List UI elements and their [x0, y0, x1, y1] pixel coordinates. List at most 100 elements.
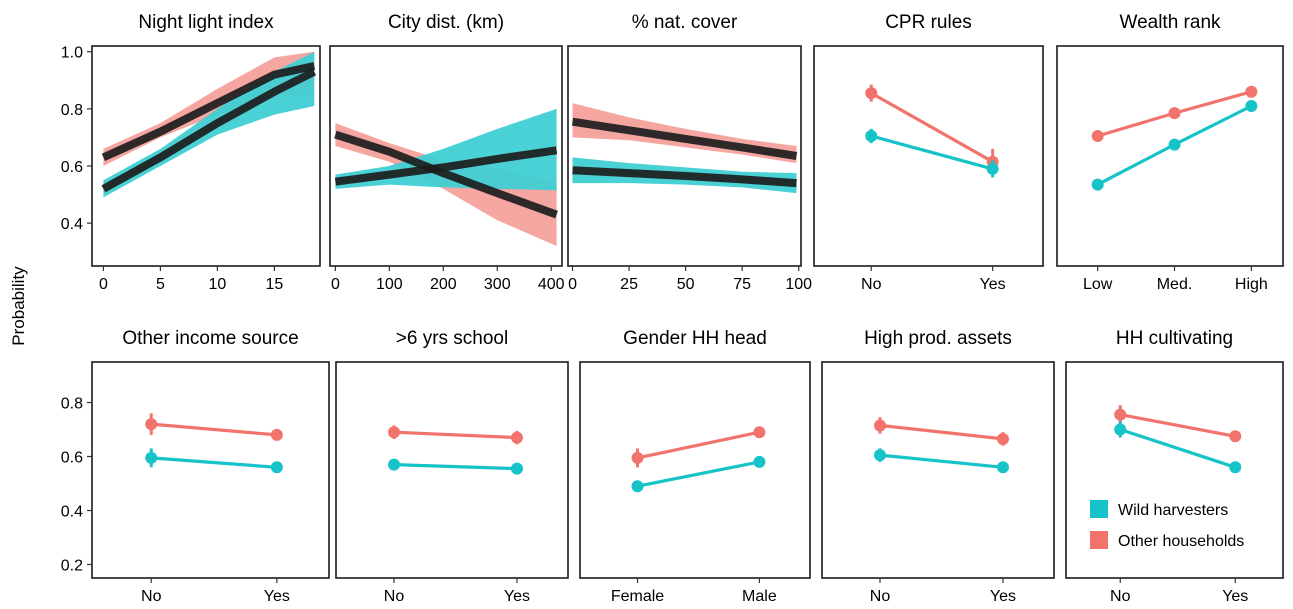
- fit-line-other-households: [101, 62, 316, 162]
- legend-label-other-households: Other households: [1118, 533, 1244, 550]
- plot-area-6-yrs-school: [388, 425, 523, 475]
- data-point-other-households: [270, 428, 283, 441]
- x-tick-label: No: [861, 276, 882, 293]
- series-line-other-households: [393, 430, 518, 440]
- x-tick-label: No: [870, 588, 891, 605]
- panel-gender-hh-head: Gender HH head Female Male: [579, 328, 811, 605]
- series-line-wild-harvesters: [879, 453, 1004, 469]
- x-tick-label: Yes: [504, 588, 530, 605]
- series-line-other-households: [637, 430, 760, 460]
- data-point-wild-harvesters: [874, 449, 886, 462]
- fit-line-other-households: [571, 117, 798, 160]
- series-line-wild-harvesters: [393, 463, 518, 471]
- panel-city-dist-km: City dist. (km) 0 100 200 300 400: [329, 12, 565, 293]
- panel-high-prod-assets: High prod. assets No Yes: [821, 328, 1055, 605]
- panel-6-yrs-school: >6 yrs school No Yes: [335, 328, 569, 605]
- x-tick-label: 0: [99, 276, 108, 293]
- x-tick-label: 10: [209, 276, 227, 293]
- x-tick-label: Yes: [980, 276, 1006, 293]
- panel-other-income-source: Other income source No Yes 0.2 0.4 0.6 0.8: [61, 328, 330, 605]
- data-point-other-households: [865, 87, 878, 100]
- x-tick-label: 200: [430, 276, 457, 293]
- legend-swatch-other-households: [1090, 531, 1108, 549]
- panel-title: Wealth rank: [1119, 12, 1221, 33]
- x-tick-label: Yes: [1222, 588, 1248, 605]
- data-point-wild-harvesters: [510, 462, 523, 475]
- plot-area-cpr-rules: [865, 84, 999, 178]
- x-tick-label: Yes: [264, 588, 290, 605]
- series-line-other-households: [151, 422, 278, 437]
- y-tick-label: 0.4: [61, 504, 83, 521]
- panel-title: Night light index: [138, 12, 274, 33]
- panel-frame: [813, 45, 1044, 267]
- panels: Night light index 0 5 10 15 0.4 0.6 0.8 1.0 City …: [61, 12, 1284, 605]
- y-tick-label: 0.6: [61, 159, 83, 176]
- x-tick-label: 50: [677, 276, 695, 293]
- series-line-wild-harvesters: [637, 460, 760, 488]
- x-tick-label: 25: [620, 276, 638, 293]
- panel-frame: [335, 361, 569, 579]
- data-point-other-households: [1229, 430, 1242, 443]
- x-tick-label: High: [1235, 276, 1268, 293]
- series-line-wild-harvesters: [151, 456, 278, 469]
- x-tick-label: 0: [568, 276, 577, 293]
- x-tick-label: Male: [742, 588, 777, 605]
- panel-frame: [1056, 45, 1284, 267]
- x-tick-label: 0: [331, 276, 340, 293]
- y-tick-label: 0.8: [61, 102, 83, 119]
- fit-line-wild-harvesters: [334, 146, 558, 186]
- plot-area-high-prod-assets: [874, 417, 1009, 474]
- panel-frame: [91, 361, 330, 579]
- x-tick-label: 15: [266, 276, 284, 293]
- panel-wealth-rank: Wealth rank Low Med. High: [1056, 12, 1284, 293]
- data-point-wild-harvesters: [631, 480, 644, 493]
- series-line-wild-harvesters: [870, 134, 994, 171]
- data-point-wild-harvesters: [270, 461, 283, 474]
- panel-cpr-rules: CPR rules No Yes: [813, 12, 1044, 293]
- y-tick-label: 0.8: [61, 396, 83, 413]
- y-tick-label: 0.4: [61, 216, 83, 233]
- series-line-wild-harvesters: [1119, 427, 1236, 469]
- panel-title: CPR rules: [885, 12, 972, 33]
- data-point-other-households: [1091, 130, 1104, 142]
- data-point-other-households: [510, 431, 523, 444]
- series-line-other-households: [870, 91, 994, 164]
- y-axis-label: Probability: [9, 266, 28, 346]
- panel-title: % nat. cover: [632, 12, 738, 33]
- panel-frame: [579, 361, 811, 579]
- data-point-other-households: [996, 432, 1009, 445]
- y-tick-label: 0.2: [61, 558, 83, 575]
- panel-title: High prod. assets: [864, 328, 1012, 349]
- x-tick-label: Yes: [990, 588, 1016, 605]
- x-tick-label: 100: [376, 276, 403, 293]
- x-tick-label: Med.: [1157, 276, 1193, 293]
- fit-line-wild-harvesters: [572, 166, 797, 188]
- fit-line-other-households: [334, 130, 558, 219]
- data-point-other-households: [388, 426, 400, 439]
- y-tick-label: 0.6: [61, 450, 83, 467]
- plot-area-gender-hh-head: [631, 426, 766, 493]
- panel-frame: [567, 45, 802, 267]
- series-line-other-households: [1120, 413, 1236, 438]
- panel-title: HH cultivating: [1116, 328, 1233, 349]
- x-tick-label: Low: [1083, 276, 1113, 293]
- legend-label-wild-harvesters: Wild harvesters: [1118, 502, 1228, 519]
- data-point-other-households: [631, 451, 644, 464]
- ci-band-wild-harvesters: [335, 108, 557, 191]
- plot-area-wealth-rank: [1091, 85, 1258, 191]
- data-point-wild-harvesters: [996, 461, 1009, 474]
- data-point-wild-harvesters: [1245, 100, 1258, 112]
- panel-title: >6 yrs school: [396, 328, 508, 349]
- data-point-wild-harvesters: [753, 455, 766, 468]
- data-point-other-households: [1245, 85, 1258, 98]
- panel-frame: [821, 361, 1055, 579]
- panel-frame: [1065, 361, 1284, 579]
- data-point-wild-harvesters: [145, 451, 158, 464]
- x-tick-label: Female: [611, 588, 664, 605]
- plot-area-hh-cultivating: [1114, 405, 1242, 474]
- panel-nat-cover: % nat. cover 0 25 50 75 100: [567, 12, 812, 293]
- data-point-other-households: [753, 426, 766, 439]
- x-tick-label: 300: [484, 276, 511, 293]
- panel-title: Other income source: [122, 328, 298, 349]
- data-point-wild-harvesters: [865, 130, 878, 142]
